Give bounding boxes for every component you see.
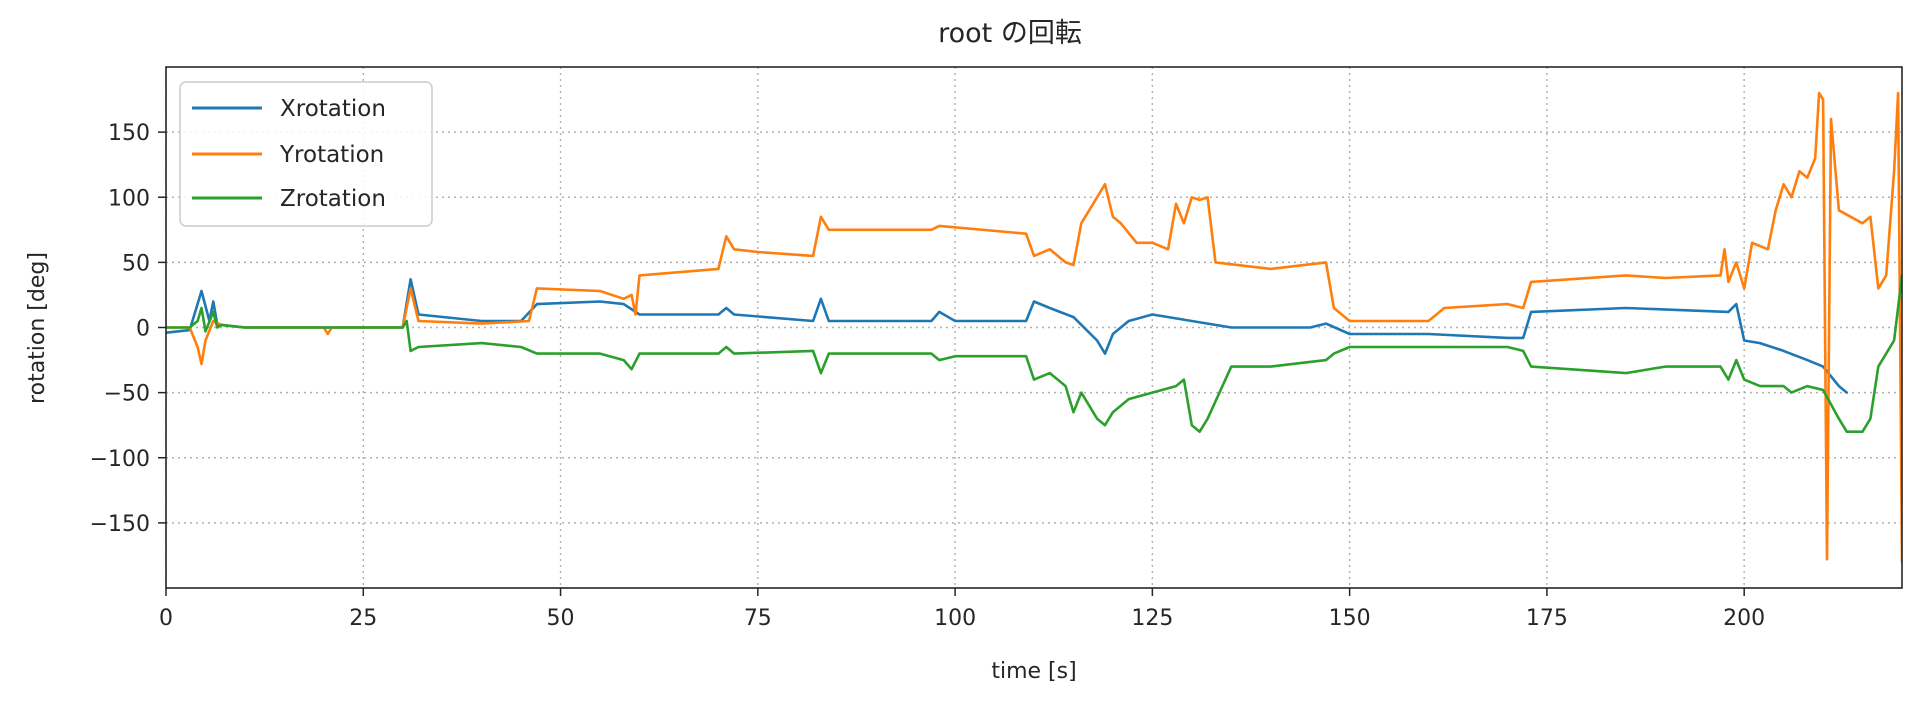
y-tick-label: 100 (108, 186, 150, 211)
series-layer (166, 91, 1902, 564)
y-tick-label: 50 (122, 251, 150, 276)
x-tick-label: 25 (349, 606, 377, 631)
grid-layer (165, 67, 1902, 588)
tick-layer: 0 25 50 75 100 125 150 175 200 −150 −100 −50 0 50 100 1… (90, 121, 1766, 631)
series-line-xrotation (166, 278, 1849, 394)
x-tick-label: 150 (1329, 606, 1371, 631)
x-tick-label: 50 (547, 606, 575, 631)
legend-label-yrotation: Yrotation (279, 142, 384, 168)
x-tick-label: 75 (744, 606, 772, 631)
x-tick-label: 125 (1131, 606, 1173, 631)
plot-frame (165, 66, 1903, 589)
y-tick-label: −100 (90, 447, 150, 472)
series-line-yrotation (166, 91, 1902, 564)
y-tick-label: 0 (136, 317, 150, 342)
x-tick-label: 175 (1526, 606, 1568, 631)
legend-frame (179, 81, 433, 227)
x-tick-label: 100 (934, 606, 976, 631)
y-tick-label: −50 (104, 382, 150, 407)
y-tick-label: −150 (90, 512, 150, 537)
legend-label-xrotation: Xrotation (280, 96, 386, 122)
x-tick-label: 200 (1723, 606, 1765, 631)
series-line-zrotation (166, 274, 1902, 433)
y-tick-label: 150 (108, 121, 150, 146)
chart-title: root の回転 (938, 18, 1082, 49)
legend: Xrotation Yrotation Zrotation (179, 81, 433, 227)
legend-label-zrotation: Zrotation (280, 186, 386, 212)
y-axis-label: rotation [deg] (25, 252, 50, 404)
x-axis-label: time [s] (991, 659, 1076, 684)
x-tick-label: 0 (159, 606, 173, 631)
